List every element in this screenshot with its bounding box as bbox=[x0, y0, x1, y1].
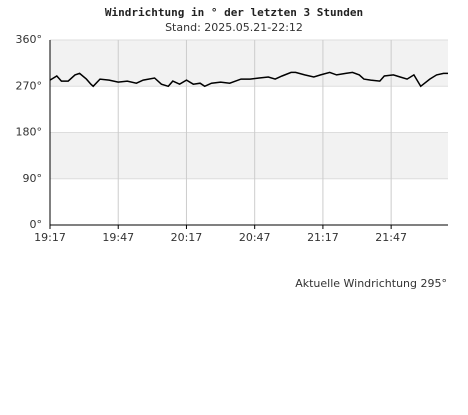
y-tick-label: 270° bbox=[16, 79, 43, 92]
annotation: Aktuelle Windrichtung 295° bbox=[295, 277, 447, 290]
y-tick-label: 0° bbox=[30, 218, 43, 231]
x-tick-label: 19:47 bbox=[102, 231, 134, 244]
chart-subtitle: Stand: 2025.05.21-22:12 bbox=[165, 21, 303, 34]
y-tick-label: 360° bbox=[16, 33, 43, 46]
data-line bbox=[49, 71, 448, 88]
x-tick-label: 21:17 bbox=[307, 231, 339, 244]
chart-title: Windrichtung in ° der letzten 3 Stunden bbox=[105, 6, 363, 19]
y-tick-label: 180° bbox=[16, 126, 43, 139]
y-tick-label: 90° bbox=[23, 172, 43, 185]
x-tick-label: 20:17 bbox=[171, 231, 203, 244]
x-tick-label: 20:47 bbox=[239, 231, 271, 244]
x-tick-label: 19:17 bbox=[34, 231, 66, 244]
band bbox=[50, 132, 448, 179]
x-tick-label: 21:47 bbox=[375, 231, 407, 244]
